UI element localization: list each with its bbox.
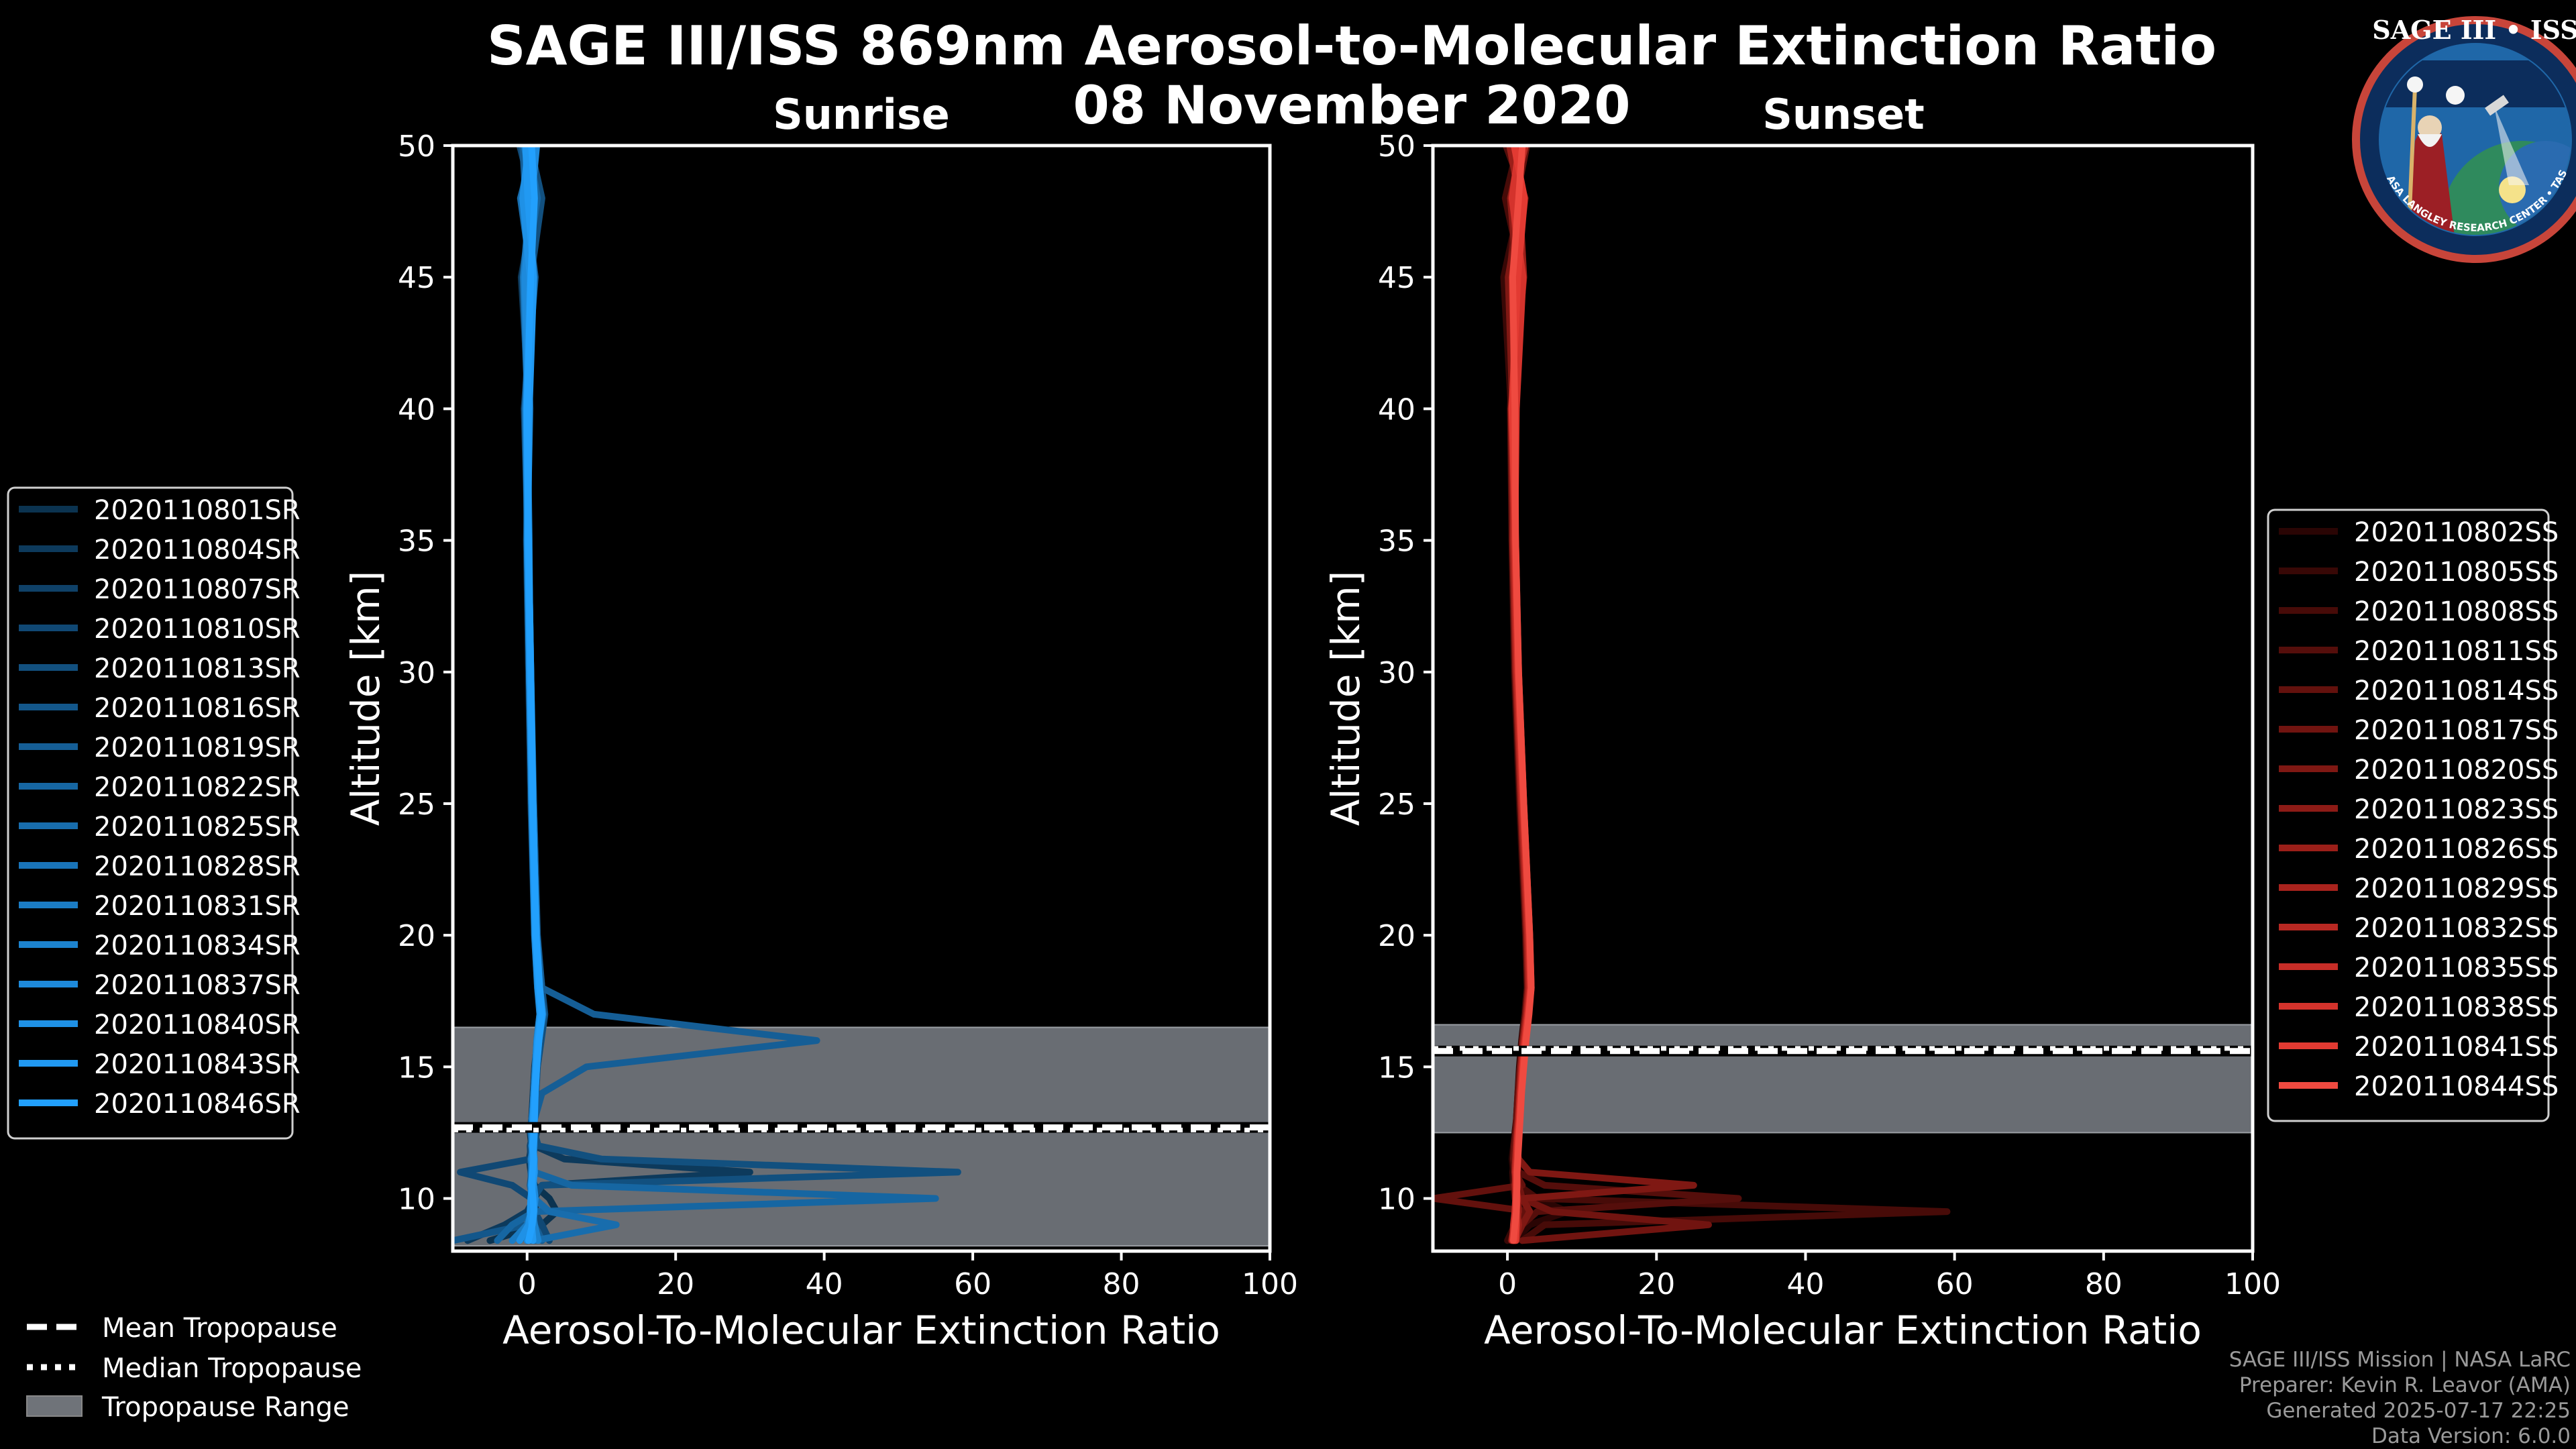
sunset-ytick-label: 45 (1378, 261, 1415, 295)
sunrise-ytick-label: 10 (398, 1183, 435, 1217)
sunrise-legend: 2020110801SR 2020110804SR 2020110807SR 2020… (7, 486, 301, 1140)
sunrise-ytick-label: 30 (398, 656, 435, 690)
legend-label-2020110838SS: 2020110838SS (2354, 992, 2559, 1023)
sunrise-ytick-label: 20 (398, 919, 435, 953)
legend-label-2020110844SS: 2020110844SS (2354, 1071, 2559, 1102)
sunset-ytick-label: 40 (1378, 392, 1415, 427)
legend-label-2020110826SS: 2020110826SS (2354, 834, 2559, 865)
legend-label-2020110804SR: 2020110804SR (94, 535, 301, 566)
sunset-panel: 0 20 40 60 80 100 10 15 20 25 30 35 40 45 50 Aerosol-To… (1323, 129, 2281, 1353)
sunrise-xtick-label: 60 (954, 1267, 991, 1301)
sunrise-x-axis-label: Aerosol-To-Molecular Extinction Ratio (502, 1307, 1220, 1353)
sunrise-ytick-label: 35 (398, 525, 435, 559)
legend-label-2020110805SS: 2020110805SS (2354, 557, 2559, 588)
legend-label-2020110840SR: 2020110840SR (94, 1010, 301, 1040)
sunset-xtick-label: 60 (1936, 1267, 1974, 1301)
sunset-xtick-label: 40 (1786, 1267, 1824, 1301)
sunset-tropopause-range (1432, 1024, 2253, 1134)
legend-label-2020110823SS: 2020110823SS (2354, 794, 2559, 825)
credits: SAGE III/ISS Mission | NASA LaRC Prepare… (2229, 1348, 2571, 1448)
sunrise-plot-frame (451, 144, 1272, 1253)
sunset-legend: 2020110802SS 2020110805SS 2020110808SS 2020… (2267, 508, 2559, 1122)
sunset-profiles (1433, 146, 1951, 1244)
sunrise-xtick-label: 100 (1242, 1267, 1298, 1301)
sunset-ytick-label: 50 (1378, 129, 1415, 164)
legend-label-2020110841SS: 2020110841SS (2354, 1032, 2559, 1063)
legend-label-2020110828SR: 2020110828SR (94, 851, 301, 882)
legend-label-2020110813SR: 2020110813SR (94, 653, 301, 684)
sunrise-panel: 0 20 40 60 80 100 10 15 20 25 30 35 40 45 50 Aerosol-To… (343, 129, 1298, 1353)
credit-generated: Generated 2025-07-17 22:25 (2266, 1399, 2571, 1423)
sunset-plot-frame (1431, 144, 2255, 1253)
figure-date: 08 November 2020 (1073, 76, 1630, 136)
legend-label-2020110837SR: 2020110837SR (94, 970, 301, 1001)
sunset-ytick-label: 10 (1378, 1183, 1415, 1217)
sunrise-ytick-label: 25 (398, 788, 435, 822)
sunset-ytick-label: 15 (1378, 1051, 1415, 1085)
sunset-panel-title: Sunset (1762, 90, 1925, 139)
legend-label-2020110825SR: 2020110825SR (94, 812, 301, 843)
figure-title: SAGE III/ISS 869nm Aerosol-to-Molecular … (487, 15, 2216, 77)
credit-preparer: Preparer: Kevin R. Leavor (AMA) (2239, 1373, 2571, 1397)
logo-moon (2446, 86, 2465, 105)
sunrise-ytick-label: 45 (398, 261, 435, 295)
logo-figure (2408, 127, 2455, 235)
legend-label-2020110822SR: 2020110822SR (94, 772, 301, 803)
legend-label-2020110811SS: 2020110811SS (2354, 636, 2559, 667)
legend-label-2020110832SS: 2020110832SS (2354, 913, 2559, 944)
logo-iss (2485, 95, 2509, 116)
sunset-ytick-label: 20 (1378, 919, 1415, 953)
sunrise-ytick-label: 40 (398, 392, 435, 427)
legend-label-2020110801SR: 2020110801SR (94, 495, 301, 526)
mean-tropopause-label: Mean Tropopause (102, 1313, 337, 1344)
sunrise-profiles (453, 146, 961, 1244)
legend-label-2020110819SR: 2020110819SR (94, 733, 301, 763)
sunset-ytick-label: 30 (1378, 656, 1415, 690)
credit-data-version: Data Version: 6.0.0 (2371, 1424, 2571, 1448)
sunrise-xtick-label: 20 (657, 1267, 694, 1301)
legend-label-2020110829SS: 2020110829SS (2354, 873, 2559, 904)
legend-label-2020110835SS: 2020110835SS (2354, 953, 2559, 983)
sunrise-y-axis-label: Altitude [km] (343, 571, 388, 826)
legend-label-2020110817SS: 2020110817SS (2354, 715, 2559, 746)
tropopause-range-label: Tropopause Range (101, 1392, 350, 1423)
sunset-xtick-label: 100 (2224, 1267, 2281, 1301)
sunset-legend-frame (2267, 508, 2550, 1122)
logo-title: SAGE III • ISS (2372, 15, 2576, 45)
sunrise-panel-title: Sunrise (773, 90, 950, 139)
sunrise-ytick-label: 15 (398, 1051, 435, 1085)
legend-label-2020110816SR: 2020110816SR (94, 693, 301, 724)
legend-label-2020110808SS: 2020110808SS (2354, 596, 2559, 627)
sunrise-xtick-label: 80 (1103, 1267, 1140, 1301)
legend-label-2020110831SR: 2020110831SR (94, 891, 301, 922)
tropopause-legend: Mean Tropopause Median Tropopause Tropop… (26, 1313, 362, 1423)
tropopause-range-swatch (26, 1395, 83, 1417)
sunset-xtick-label: 80 (2085, 1267, 2123, 1301)
sunrise-ytick-label: 50 (398, 129, 435, 164)
sunrise-legend-frame (7, 486, 294, 1140)
sunset-x-axis-label: Aerosol-To-Molecular Extinction Ratio (1484, 1307, 2202, 1353)
sunrise-xtick-label: 0 (518, 1267, 537, 1301)
sunset-ytick-label: 35 (1378, 525, 1415, 559)
sunset-ytick-label: 25 (1378, 788, 1415, 822)
credit-mission: SAGE III/ISS Mission | NASA LaRC (2229, 1348, 2571, 1372)
legend-label-2020110810SR: 2020110810SR (94, 614, 301, 645)
sunrise-xtick-label: 40 (806, 1267, 843, 1301)
legend-label-2020110834SR: 2020110834SR (94, 930, 301, 961)
profile-2020110844SS (1509, 146, 1535, 1244)
legend-label-2020110820SS: 2020110820SS (2354, 755, 2559, 786)
profile-2020110846SR (523, 146, 545, 1244)
legend-label-2020110843SR: 2020110843SR (94, 1049, 301, 1080)
legend-label-2020110846SR: 2020110846SR (94, 1089, 301, 1120)
legend-label-2020110802SS: 2020110802SS (2354, 517, 2559, 548)
median-tropopause-label: Median Tropopause (102, 1353, 362, 1384)
legend-label-2020110807SR: 2020110807SR (94, 574, 301, 605)
legend-label-2020110814SS: 2020110814SS (2354, 676, 2559, 706)
sunset-y-axis-label: Altitude [km] (1323, 571, 1368, 826)
sunset-xtick-label: 0 (1498, 1267, 1517, 1301)
sunset-xtick-label: 20 (1638, 1267, 1675, 1301)
